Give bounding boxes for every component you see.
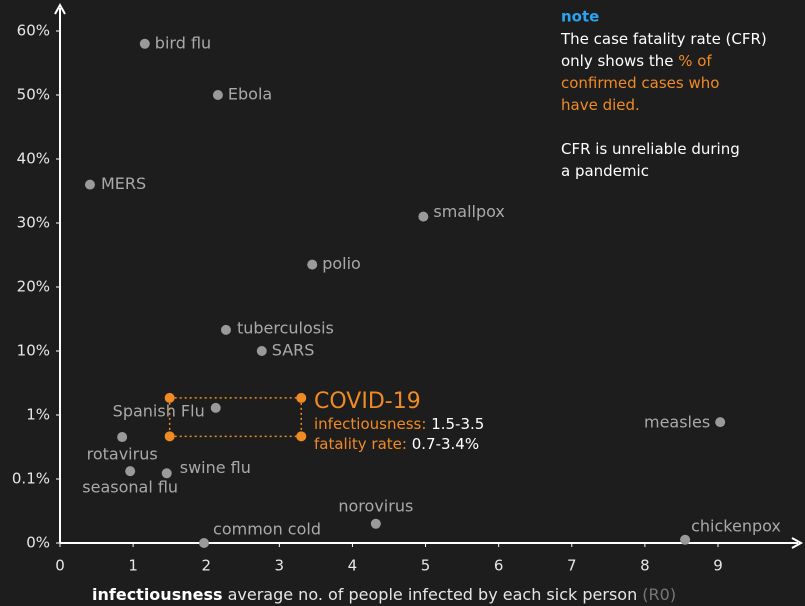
- note-segment: The case fatality rate (CFR): [560, 30, 767, 48]
- note-segment: % of: [678, 52, 712, 70]
- note-line: The case fatality rate (CFR): [560, 30, 767, 48]
- covid-inf-label: infectiousness:: [314, 415, 426, 433]
- point: [212, 90, 223, 100]
- x-tick-label: 1: [128, 557, 138, 575]
- y-tick-label: 30%: [17, 214, 50, 232]
- point-label: seasonal flu: [82, 478, 178, 497]
- covid-fatality: fatality rate: 0.7-3.4%: [314, 435, 479, 453]
- note-segment: only shows the: [561, 52, 678, 70]
- x-tick-label: 9: [713, 557, 723, 575]
- note-line: have died.: [561, 96, 640, 114]
- point-label: norovirus: [338, 496, 413, 515]
- covid-point: [164, 392, 175, 403]
- covid-box: [168, 397, 303, 438]
- x-tick-label: 8: [640, 557, 650, 575]
- covid-point: [296, 392, 307, 403]
- point-label: common cold: [213, 520, 321, 539]
- x-tick-label: 7: [567, 557, 577, 575]
- x-axis-arrow: [791, 537, 804, 549]
- x-tick-label: 0: [55, 557, 65, 575]
- x-label-main: average no. of people infected by each s…: [228, 585, 638, 604]
- point: [418, 211, 429, 222]
- x-tick-label: 6: [494, 557, 504, 575]
- point: [370, 518, 381, 529]
- point: [84, 179, 95, 190]
- x-tick-label: 2: [201, 557, 211, 575]
- covid-infectiousness: infectiousness: 1.5-3.5: [314, 415, 484, 433]
- y-tick-label: 20%: [17, 278, 50, 296]
- y-tick-label: 40%: [17, 150, 50, 168]
- y-axis-arrow: [54, 2, 66, 15]
- covid-inf-range: 1.5-3.5: [431, 415, 484, 433]
- x-tick-label: 3: [275, 557, 285, 575]
- point-label: tuberculosis: [237, 318, 334, 337]
- point-label: Ebola: [228, 85, 272, 104]
- point-label: measles: [644, 413, 710, 432]
- point: [680, 534, 691, 545]
- y-tick-label: 1%: [26, 406, 50, 424]
- point-label: swine flu: [180, 458, 251, 477]
- point: [117, 432, 128, 443]
- y-tick-label: 60%: [17, 22, 50, 40]
- point: [210, 402, 221, 413]
- x-label-bold: infectiousness: [92, 585, 223, 604]
- note-title: note: [561, 8, 599, 26]
- point-label: rotavirus: [87, 445, 158, 464]
- note-segment: confirmed cases who: [561, 74, 719, 92]
- point: [220, 324, 231, 335]
- covid-title: COVID-19: [314, 389, 421, 414]
- point: [307, 259, 318, 270]
- x-tick-label: 5: [421, 557, 431, 575]
- y-tick-label: 0.1%: [12, 470, 50, 488]
- y-tick-label: 10%: [17, 342, 50, 360]
- x-axis-label: infectiousness average no. of people inf…: [92, 585, 676, 604]
- point: [161, 468, 172, 479]
- note-line: CFR is unreliable during: [561, 140, 740, 158]
- point-label: SARS: [272, 341, 315, 360]
- point: [199, 538, 210, 548]
- y-tick-label: 50%: [17, 86, 50, 104]
- point: [256, 346, 267, 356]
- point-label: smallpox: [433, 202, 505, 221]
- covid-point: [296, 431, 307, 442]
- point-label: Spanish Flu: [113, 401, 205, 420]
- note-segment: have died.: [561, 96, 640, 114]
- x-tick-label: 4: [348, 557, 358, 575]
- point-label: bird flu: [155, 33, 211, 52]
- note-line: only shows the % of: [561, 52, 712, 70]
- x-label-note: (R0): [642, 585, 676, 604]
- point-label: chickenpox: [691, 516, 781, 535]
- covid-fat-label: fatality rate:: [314, 435, 407, 453]
- point: [125, 466, 136, 477]
- point: [139, 38, 150, 49]
- note-line: a pandemic: [561, 162, 649, 180]
- note-segment: a pandemic: [561, 162, 649, 180]
- y-tick-label: 0%: [26, 534, 50, 552]
- note-line: confirmed cases who: [561, 74, 719, 92]
- note-segment: CFR is unreliable during: [561, 140, 740, 158]
- point: [715, 417, 726, 428]
- covid-point: [164, 431, 175, 442]
- point-label: MERS: [101, 174, 146, 193]
- covid-fat-range: 0.7-3.4%: [412, 435, 479, 453]
- point-label: polio: [322, 254, 361, 273]
